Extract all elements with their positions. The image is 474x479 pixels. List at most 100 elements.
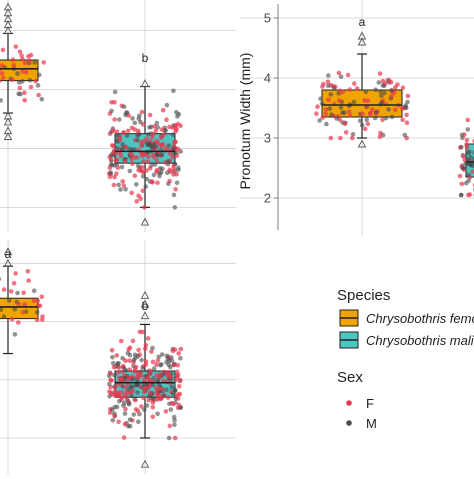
data-point-male [124, 368, 129, 373]
data-point-male [174, 110, 179, 115]
data-point-female [166, 370, 171, 375]
data-point-female [393, 108, 398, 113]
data-point-female [35, 318, 40, 323]
data-point-female [173, 129, 178, 134]
data-point-male [133, 121, 138, 126]
data-point-female [346, 73, 351, 78]
data-point-female [144, 168, 149, 173]
legend-title-species: Species [337, 287, 390, 304]
data-point-female [108, 371, 113, 376]
data-point-female [120, 377, 125, 382]
data-point-female [21, 291, 26, 296]
data-point-male [120, 142, 125, 147]
data-point-female [36, 299, 41, 304]
data-point-male [390, 115, 395, 120]
data-point-male [172, 423, 177, 428]
data-point-female [151, 400, 156, 405]
data-point-female [130, 374, 135, 379]
data-point-female [29, 85, 34, 90]
data-point-female [143, 152, 148, 157]
data-point-female [108, 378, 113, 383]
data-point-female [9, 289, 14, 294]
data-point-female [41, 60, 46, 65]
box-femorata [0, 60, 38, 81]
data-point-female [146, 160, 151, 165]
data-point-female [40, 318, 45, 323]
data-point-female [352, 81, 357, 86]
data-point-male [340, 110, 345, 115]
data-point-male [111, 361, 116, 366]
data-point-male [459, 193, 464, 198]
data-point-female [11, 57, 16, 62]
data-point-male [137, 114, 142, 119]
data-point-female [21, 310, 26, 315]
data-point-female [134, 365, 139, 370]
data-point-male [339, 105, 344, 110]
data-point-female [121, 131, 126, 136]
data-point-female [178, 378, 183, 383]
data-point-female [155, 168, 160, 173]
data-point-female [350, 136, 355, 141]
data-point-male [332, 86, 337, 91]
data-point-female [161, 108, 166, 113]
data-point-female [136, 168, 141, 173]
data-point-female [16, 302, 21, 307]
legend-title-sex: Sex [337, 369, 363, 386]
data-point-female [461, 155, 466, 160]
data-point-male [165, 103, 170, 108]
data-point-female [400, 106, 405, 111]
legend-key-species [340, 332, 358, 348]
data-point-female [131, 339, 136, 344]
data-point-female [27, 59, 32, 64]
data-point-male [134, 182, 139, 187]
data-point-male [135, 138, 140, 143]
data-point-female [1, 48, 6, 53]
data-point-female [324, 107, 329, 112]
data-point-female [136, 194, 141, 199]
data-point-female [141, 159, 146, 164]
data-point-female [347, 109, 352, 114]
data-point-female [150, 179, 155, 184]
data-point-female [14, 44, 19, 49]
data-point-male [329, 112, 334, 117]
data-point-female [176, 351, 181, 356]
data-point-female [117, 136, 122, 141]
data-point-male [7, 298, 12, 303]
data-point-female [323, 112, 328, 117]
data-point-female [110, 143, 115, 148]
data-point-female [404, 113, 409, 118]
data-point-female [140, 144, 145, 149]
data-point-female [154, 362, 159, 367]
data-point-male [115, 361, 120, 366]
data-point-female [130, 161, 135, 166]
data-point-male [167, 436, 172, 441]
panel-3: ab [0, 240, 236, 474]
data-point-female [22, 90, 27, 95]
data-point-female [173, 187, 178, 192]
legend-label-sex: F [366, 396, 374, 411]
data-point-female [142, 205, 147, 210]
data-point-male [364, 117, 369, 122]
data-point-female [120, 179, 125, 184]
data-point-male [117, 399, 122, 404]
panel-2: ab2345Pronotum Width (mm) [237, 0, 474, 236]
data-point-male [334, 116, 339, 121]
data-point-male [172, 415, 177, 420]
data-point-male [326, 84, 331, 89]
data-point-female [129, 191, 134, 196]
data-point-female [22, 302, 27, 307]
data-point-male [35, 310, 40, 315]
data-point-male [324, 122, 329, 127]
data-point-male [132, 358, 137, 363]
data-point-female [401, 85, 406, 90]
data-point-male [37, 73, 42, 78]
data-point-male [339, 74, 344, 79]
data-point-male [116, 183, 121, 188]
data-point-male [123, 411, 128, 416]
y-axis-title: Pronotum Width (mm) [237, 53, 253, 190]
data-point-male [158, 363, 163, 368]
data-point-female [152, 155, 157, 160]
data-point-female [170, 401, 175, 406]
data-point-female [136, 348, 141, 353]
